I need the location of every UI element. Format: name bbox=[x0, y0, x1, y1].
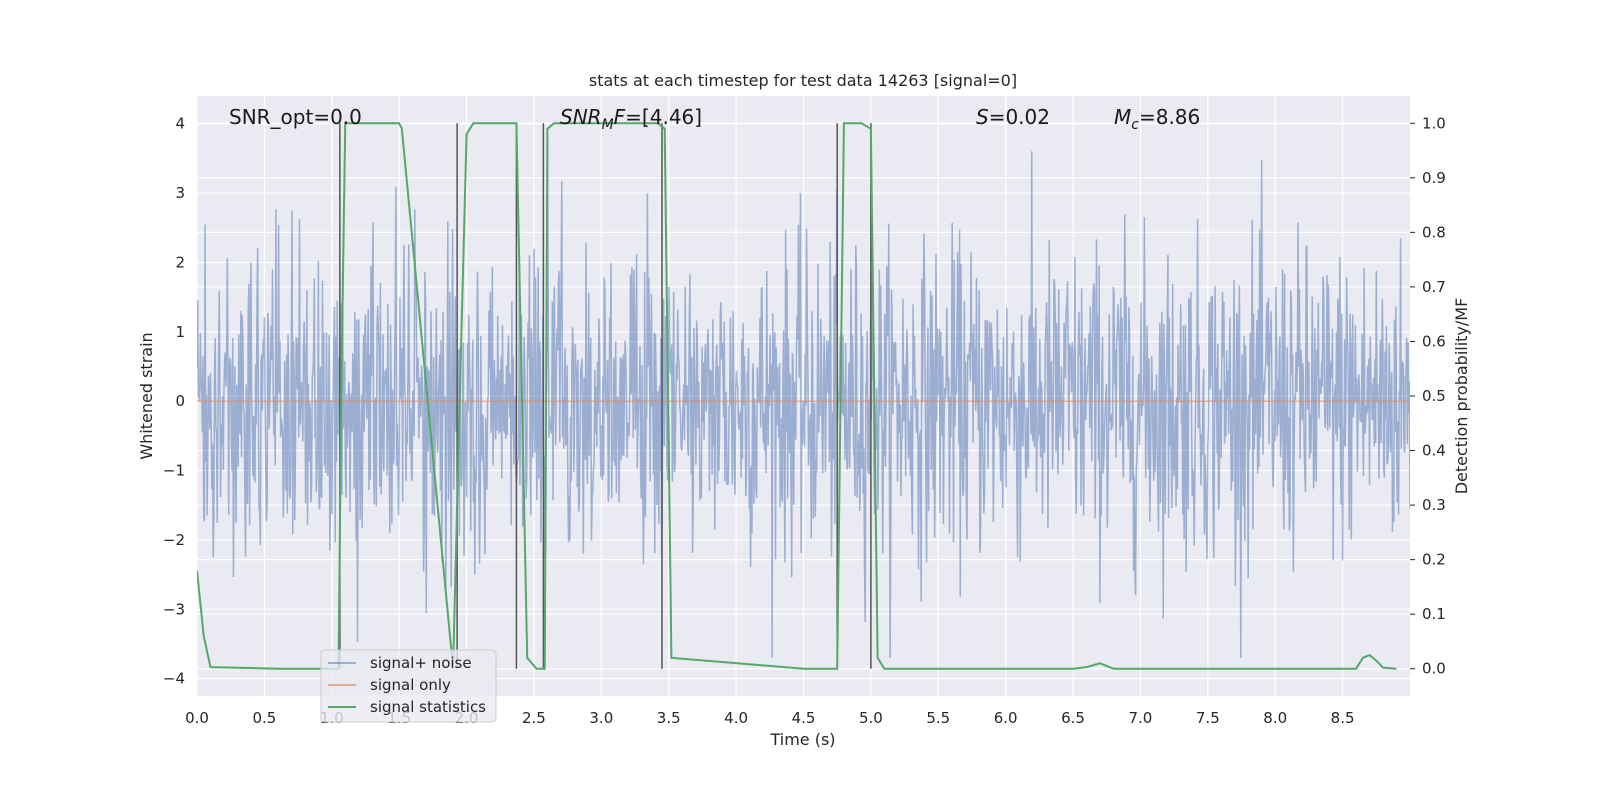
series-signal-statistics bbox=[197, 122, 1397, 670]
y-axis-left-ticks: 4 3 2 1 0 −1 −2 −3 −4 bbox=[163, 115, 185, 688]
y-right-tick-label-9: 0.1 bbox=[1422, 605, 1446, 623]
annotation-s-value: =0.02 bbox=[989, 105, 1050, 129]
y-left-tick-label-5: −1 bbox=[163, 462, 185, 480]
annotation-snr-mf-f: F bbox=[614, 105, 626, 129]
annotation-snr-mf: SNRMF=[4.46] bbox=[560, 105, 702, 133]
x-tick-label-8: 4.0 bbox=[724, 709, 748, 727]
series-signal-noise-line bbox=[197, 134, 1410, 658]
y-left-tick-label-0: 4 bbox=[175, 115, 185, 133]
annotation-mc-value: =8.86 bbox=[1139, 105, 1200, 129]
y-right-tick-label-7: 0.3 bbox=[1422, 496, 1446, 514]
annotation-s-symbol: S bbox=[976, 105, 989, 129]
legend-label-signal-only: signal only bbox=[370, 676, 451, 694]
annotation-snr-mf-symbol: SNR bbox=[560, 105, 602, 129]
y-right-tick-label-6: 0.4 bbox=[1422, 442, 1446, 460]
y-axis-right-ticks: 1.0 0.9 0.8 0.7 0.6 0.5 0.4 0.3 0.2 0.1 0.0 bbox=[1410, 114, 1446, 678]
chart-title: stats at each timestep for test data 142… bbox=[589, 71, 1017, 90]
y-left-tick-label-8: −4 bbox=[163, 670, 185, 688]
x-tick-label-14: 7.0 bbox=[1129, 709, 1153, 727]
y-right-tick-label-0: 1.0 bbox=[1422, 114, 1446, 132]
annotation-mc: Mc=8.86 bbox=[1114, 105, 1200, 133]
y-axis-left-label: Whitened strain bbox=[137, 332, 156, 459]
x-tick-label-15: 7.5 bbox=[1196, 709, 1220, 727]
boundary-lines bbox=[339, 123, 872, 669]
x-tick-label-10: 5.0 bbox=[859, 709, 883, 727]
annotation-s: S=0.02 bbox=[976, 105, 1050, 129]
y-right-tick-label-10: 0.0 bbox=[1422, 660, 1446, 678]
x-tick-label-13: 6.5 bbox=[1061, 709, 1085, 727]
y-right-tick-label-4: 0.6 bbox=[1422, 332, 1446, 350]
x-tick-label-6: 3.0 bbox=[589, 709, 613, 727]
x-tick-label-7: 3.5 bbox=[657, 709, 681, 727]
y-left-tick-label-2: 2 bbox=[175, 253, 185, 271]
y-right-tick-label-3: 0.7 bbox=[1422, 278, 1446, 296]
y-left-tick-label-7: −3 bbox=[163, 600, 185, 618]
x-tick-label-11: 5.5 bbox=[926, 709, 950, 727]
x-tick-label-16: 8.0 bbox=[1263, 709, 1287, 727]
y-right-tick-label-8: 0.2 bbox=[1422, 551, 1446, 569]
annotation-mc-subscript: c bbox=[1131, 117, 1139, 133]
x-tick-label-1: 0.5 bbox=[252, 709, 276, 727]
x-tick-label-12: 6.0 bbox=[994, 709, 1018, 727]
y-left-tick-label-6: −2 bbox=[163, 531, 185, 549]
y-right-tick-label-5: 0.5 bbox=[1422, 387, 1446, 405]
x-tick-label-9: 4.5 bbox=[792, 709, 816, 727]
legend: signal+ noise signal only signal statist… bbox=[320, 649, 497, 723]
legend-label-signal-noise: signal+ noise bbox=[370, 654, 472, 672]
y-left-tick-label-1: 3 bbox=[175, 184, 185, 202]
x-axis-label: Time (s) bbox=[769, 730, 835, 749]
annotation-snr-opt: SNR_opt=0.0 bbox=[229, 105, 362, 129]
x-tick-label-0: 0.0 bbox=[185, 709, 209, 727]
y-axis-right-label: Detection probability/MF bbox=[1452, 298, 1471, 495]
y-left-tick-label-4: 0 bbox=[175, 392, 185, 410]
series-signal-statistics-line bbox=[197, 122, 1397, 670]
x-tick-label-5: 2.5 bbox=[522, 709, 546, 727]
legend-box bbox=[320, 649, 497, 723]
annotation-snr-mf-subscript: M bbox=[602, 117, 614, 133]
y-right-tick-label-2: 0.8 bbox=[1422, 223, 1446, 241]
annotation-mc-symbol: M bbox=[1114, 105, 1131, 129]
legend-label-signal-statistics: signal statistics bbox=[370, 698, 486, 716]
x-tick-label-17: 8.5 bbox=[1331, 709, 1355, 727]
series-signal-noise bbox=[197, 134, 1410, 658]
annotation-snr-mf-value: =[4.46] bbox=[625, 105, 702, 129]
y-left-tick-label-3: 1 bbox=[175, 323, 185, 341]
y-right-tick-label-1: 0.9 bbox=[1422, 169, 1446, 187]
